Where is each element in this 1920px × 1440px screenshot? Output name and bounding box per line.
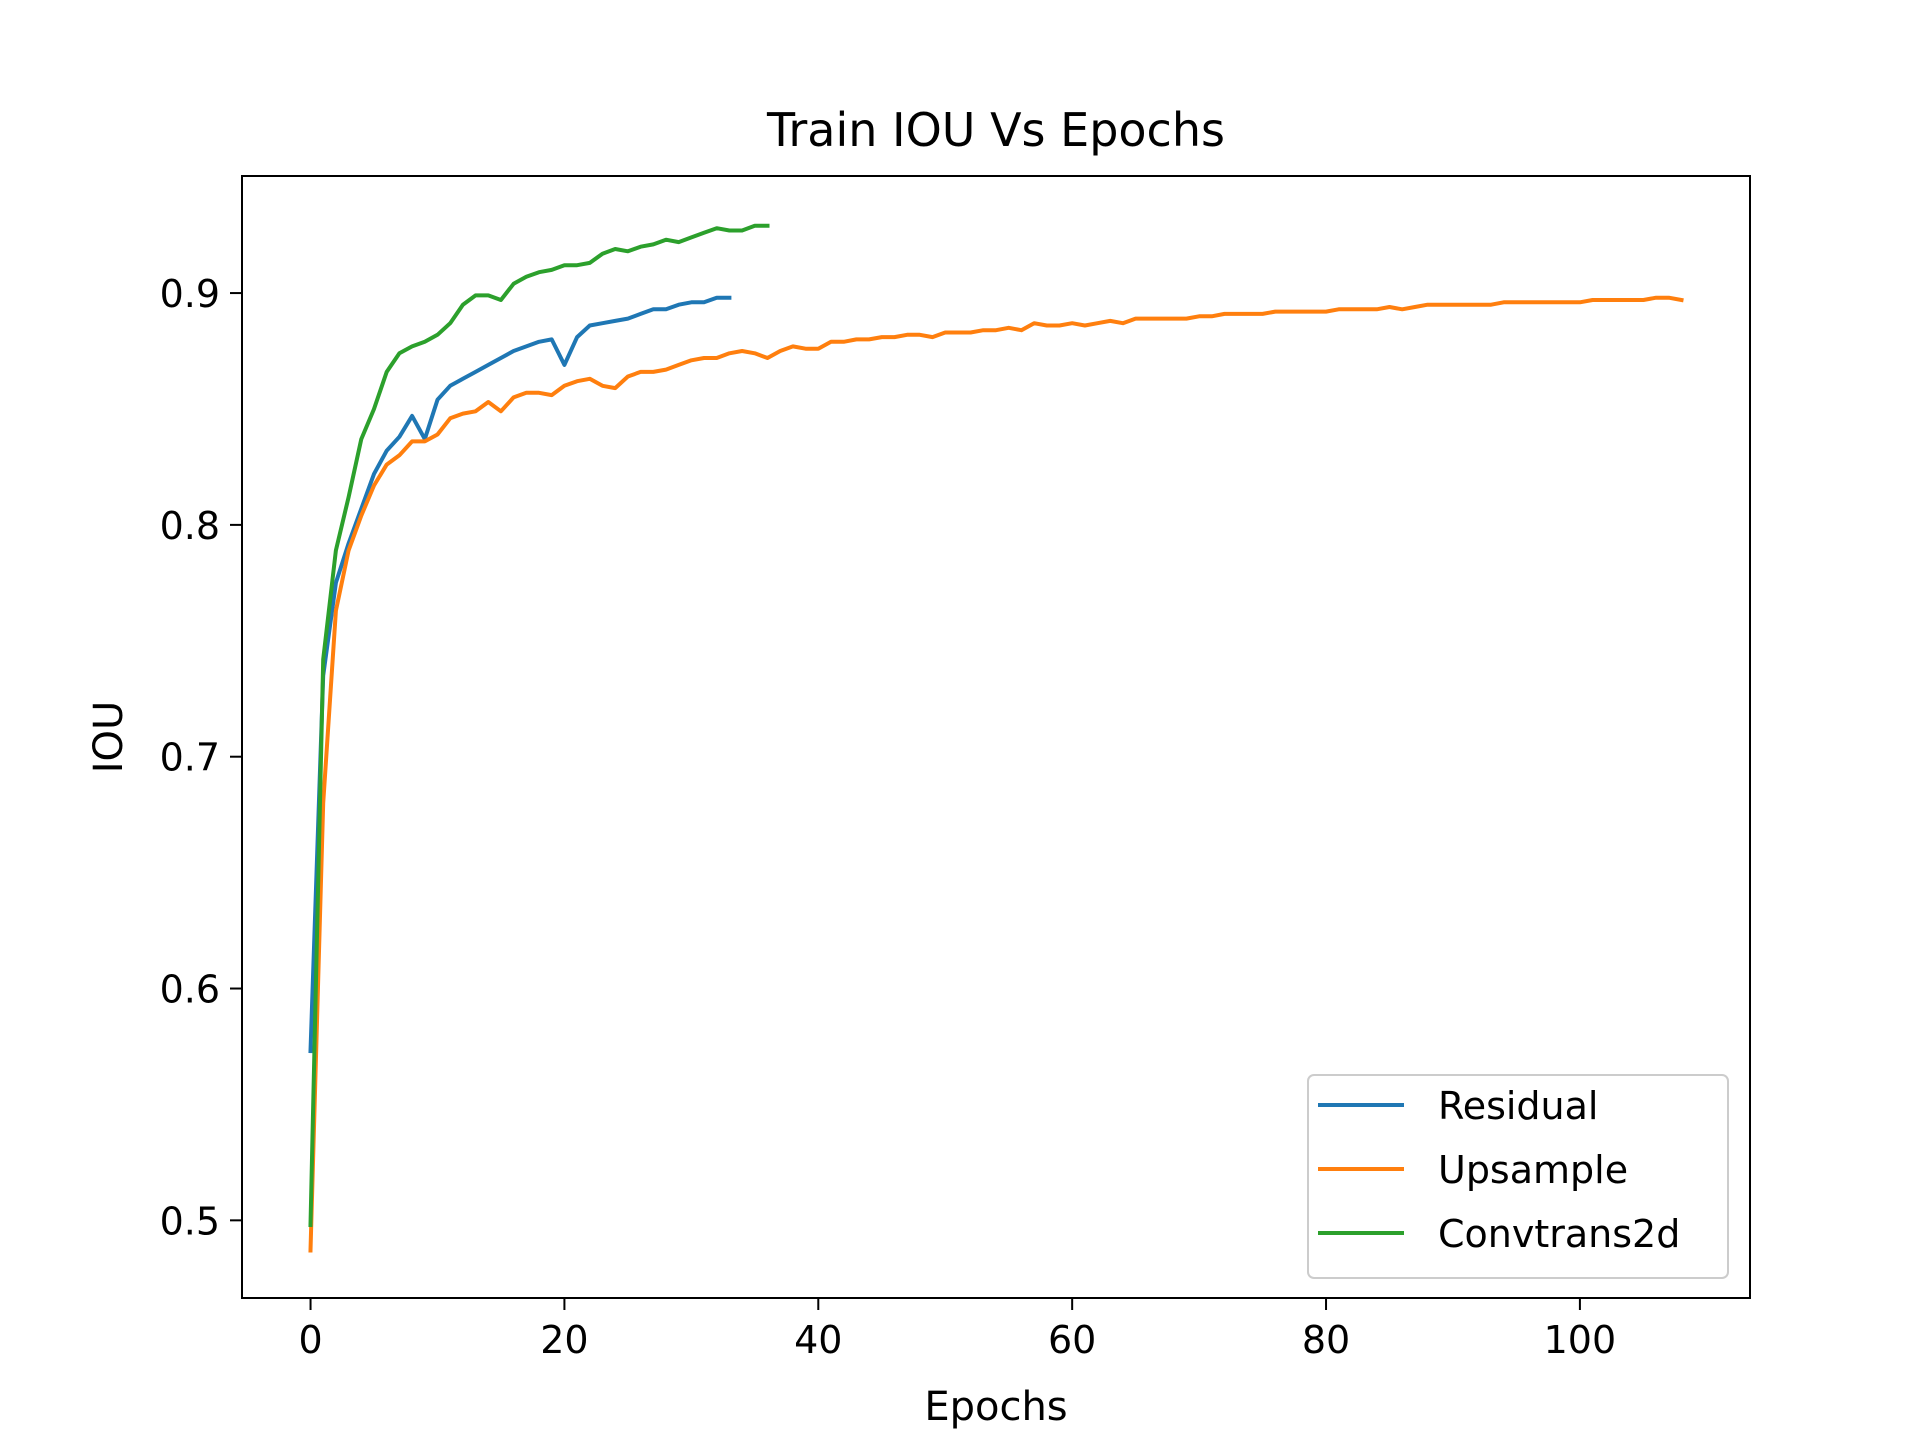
plot-area: [241, 175, 1751, 1299]
legend-label-upsample: Upsample: [1438, 1148, 1628, 1192]
x-tick-label: 0: [298, 1318, 322, 1362]
y-tick-label: 0.8: [160, 504, 220, 548]
legend: Residual Upsample Convtrans2d: [1307, 1074, 1729, 1279]
series-line-residual: [308, 295, 732, 1054]
x-tick-label: 40: [794, 1318, 842, 1362]
x-axis-label: Epochs: [924, 1384, 1067, 1430]
series-line-upsample: [308, 295, 1684, 1253]
y-axis-ticks: 0.5 0.6 0.7 0.8 0.9: [160, 272, 242, 1243]
y-tick-label: 0.6: [160, 968, 220, 1012]
y-tick-label: 0.9: [160, 272, 220, 316]
legend-box: [1307, 1074, 1729, 1279]
y-tick-label: 0.7: [160, 736, 220, 780]
legend-label-residual: Residual: [1438, 1084, 1598, 1128]
legend-label-convtrans2d: Convtrans2d: [1438, 1212, 1680, 1256]
series-line-convtrans2d: [308, 223, 770, 1228]
legend-items: Residual Upsample Convtrans2d: [1318, 1084, 1680, 1256]
y-tick-label: 0.5: [160, 1199, 220, 1243]
x-tick-label: 100: [1544, 1318, 1617, 1362]
x-tick-label: 60: [1048, 1318, 1096, 1362]
x-axis-ticks: 0 20 40 60 80 100: [298, 1298, 1616, 1362]
x-tick-label: 80: [1302, 1318, 1350, 1362]
series-layer: [308, 223, 1684, 1253]
x-tick-label: 20: [540, 1318, 588, 1362]
axes-frame: [241, 175, 1751, 1299]
chart-title: Train IOU Vs Epochs: [766, 103, 1225, 157]
y-axis-label: IOU: [86, 701, 132, 774]
